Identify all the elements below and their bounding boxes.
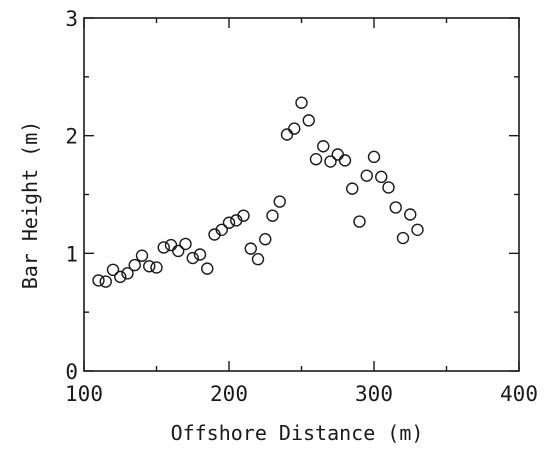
y-axis-title: Bar Height (m) [18, 121, 42, 290]
y-tick-label-1: 1 [65, 242, 78, 266]
data-point [172, 244, 185, 258]
data-point [193, 248, 207, 261]
data-point [309, 152, 323, 166]
data-point [143, 260, 156, 273]
data-point [331, 148, 344, 161]
data-point [201, 262, 214, 275]
data-point [273, 195, 286, 208]
data-point [157, 241, 170, 254]
axis-ticks [83, 17, 520, 372]
data-point [353, 215, 366, 228]
x-axis-title: Offshore Distance (m) [171, 421, 424, 445]
data-point [288, 122, 301, 135]
data-point [382, 181, 395, 194]
data-point [266, 209, 279, 222]
data-point [404, 208, 417, 221]
data-point [251, 253, 265, 266]
data-point [164, 238, 178, 252]
data-point [396, 231, 410, 245]
data-point [411, 223, 424, 237]
y-tick-label-0: 0 [65, 360, 78, 384]
x-tick-labels: 100 200 300 400 [65, 382, 538, 406]
data-point [375, 170, 388, 184]
data-point [99, 275, 112, 288]
data-point [280, 128, 294, 141]
data-point [186, 251, 199, 265]
y-tick-labels: 0 1 2 3 [65, 7, 78, 384]
y-tick-label-2: 2 [65, 125, 78, 149]
data-point [324, 155, 337, 168]
data-point [317, 140, 330, 153]
data-point [244, 242, 257, 255]
plot-frame [83, 17, 520, 372]
data-point [389, 201, 402, 214]
data-point [222, 216, 236, 229]
data-point [215, 223, 228, 237]
data-point [135, 249, 149, 262]
data-point [128, 258, 141, 272]
data-point [237, 209, 250, 222]
data-point [106, 263, 120, 277]
x-tick-label-100: 100 [65, 382, 103, 406]
data-point [295, 96, 308, 109]
data-point [121, 267, 134, 280]
data-point [338, 154, 352, 167]
data-point [346, 182, 359, 195]
data-points [92, 96, 424, 288]
data-point [114, 270, 127, 284]
data-point [150, 261, 163, 274]
x-tick-label-400: 400 [500, 382, 538, 406]
x-tick-label-200: 200 [210, 382, 248, 406]
data-point [259, 233, 272, 246]
data-point [360, 169, 373, 182]
y-tick-label-3: 3 [65, 7, 78, 31]
data-point [367, 150, 381, 164]
x-tick-label-300: 300 [355, 382, 393, 406]
data-point [302, 114, 315, 127]
data-point [179, 237, 192, 251]
data-point [92, 274, 105, 287]
